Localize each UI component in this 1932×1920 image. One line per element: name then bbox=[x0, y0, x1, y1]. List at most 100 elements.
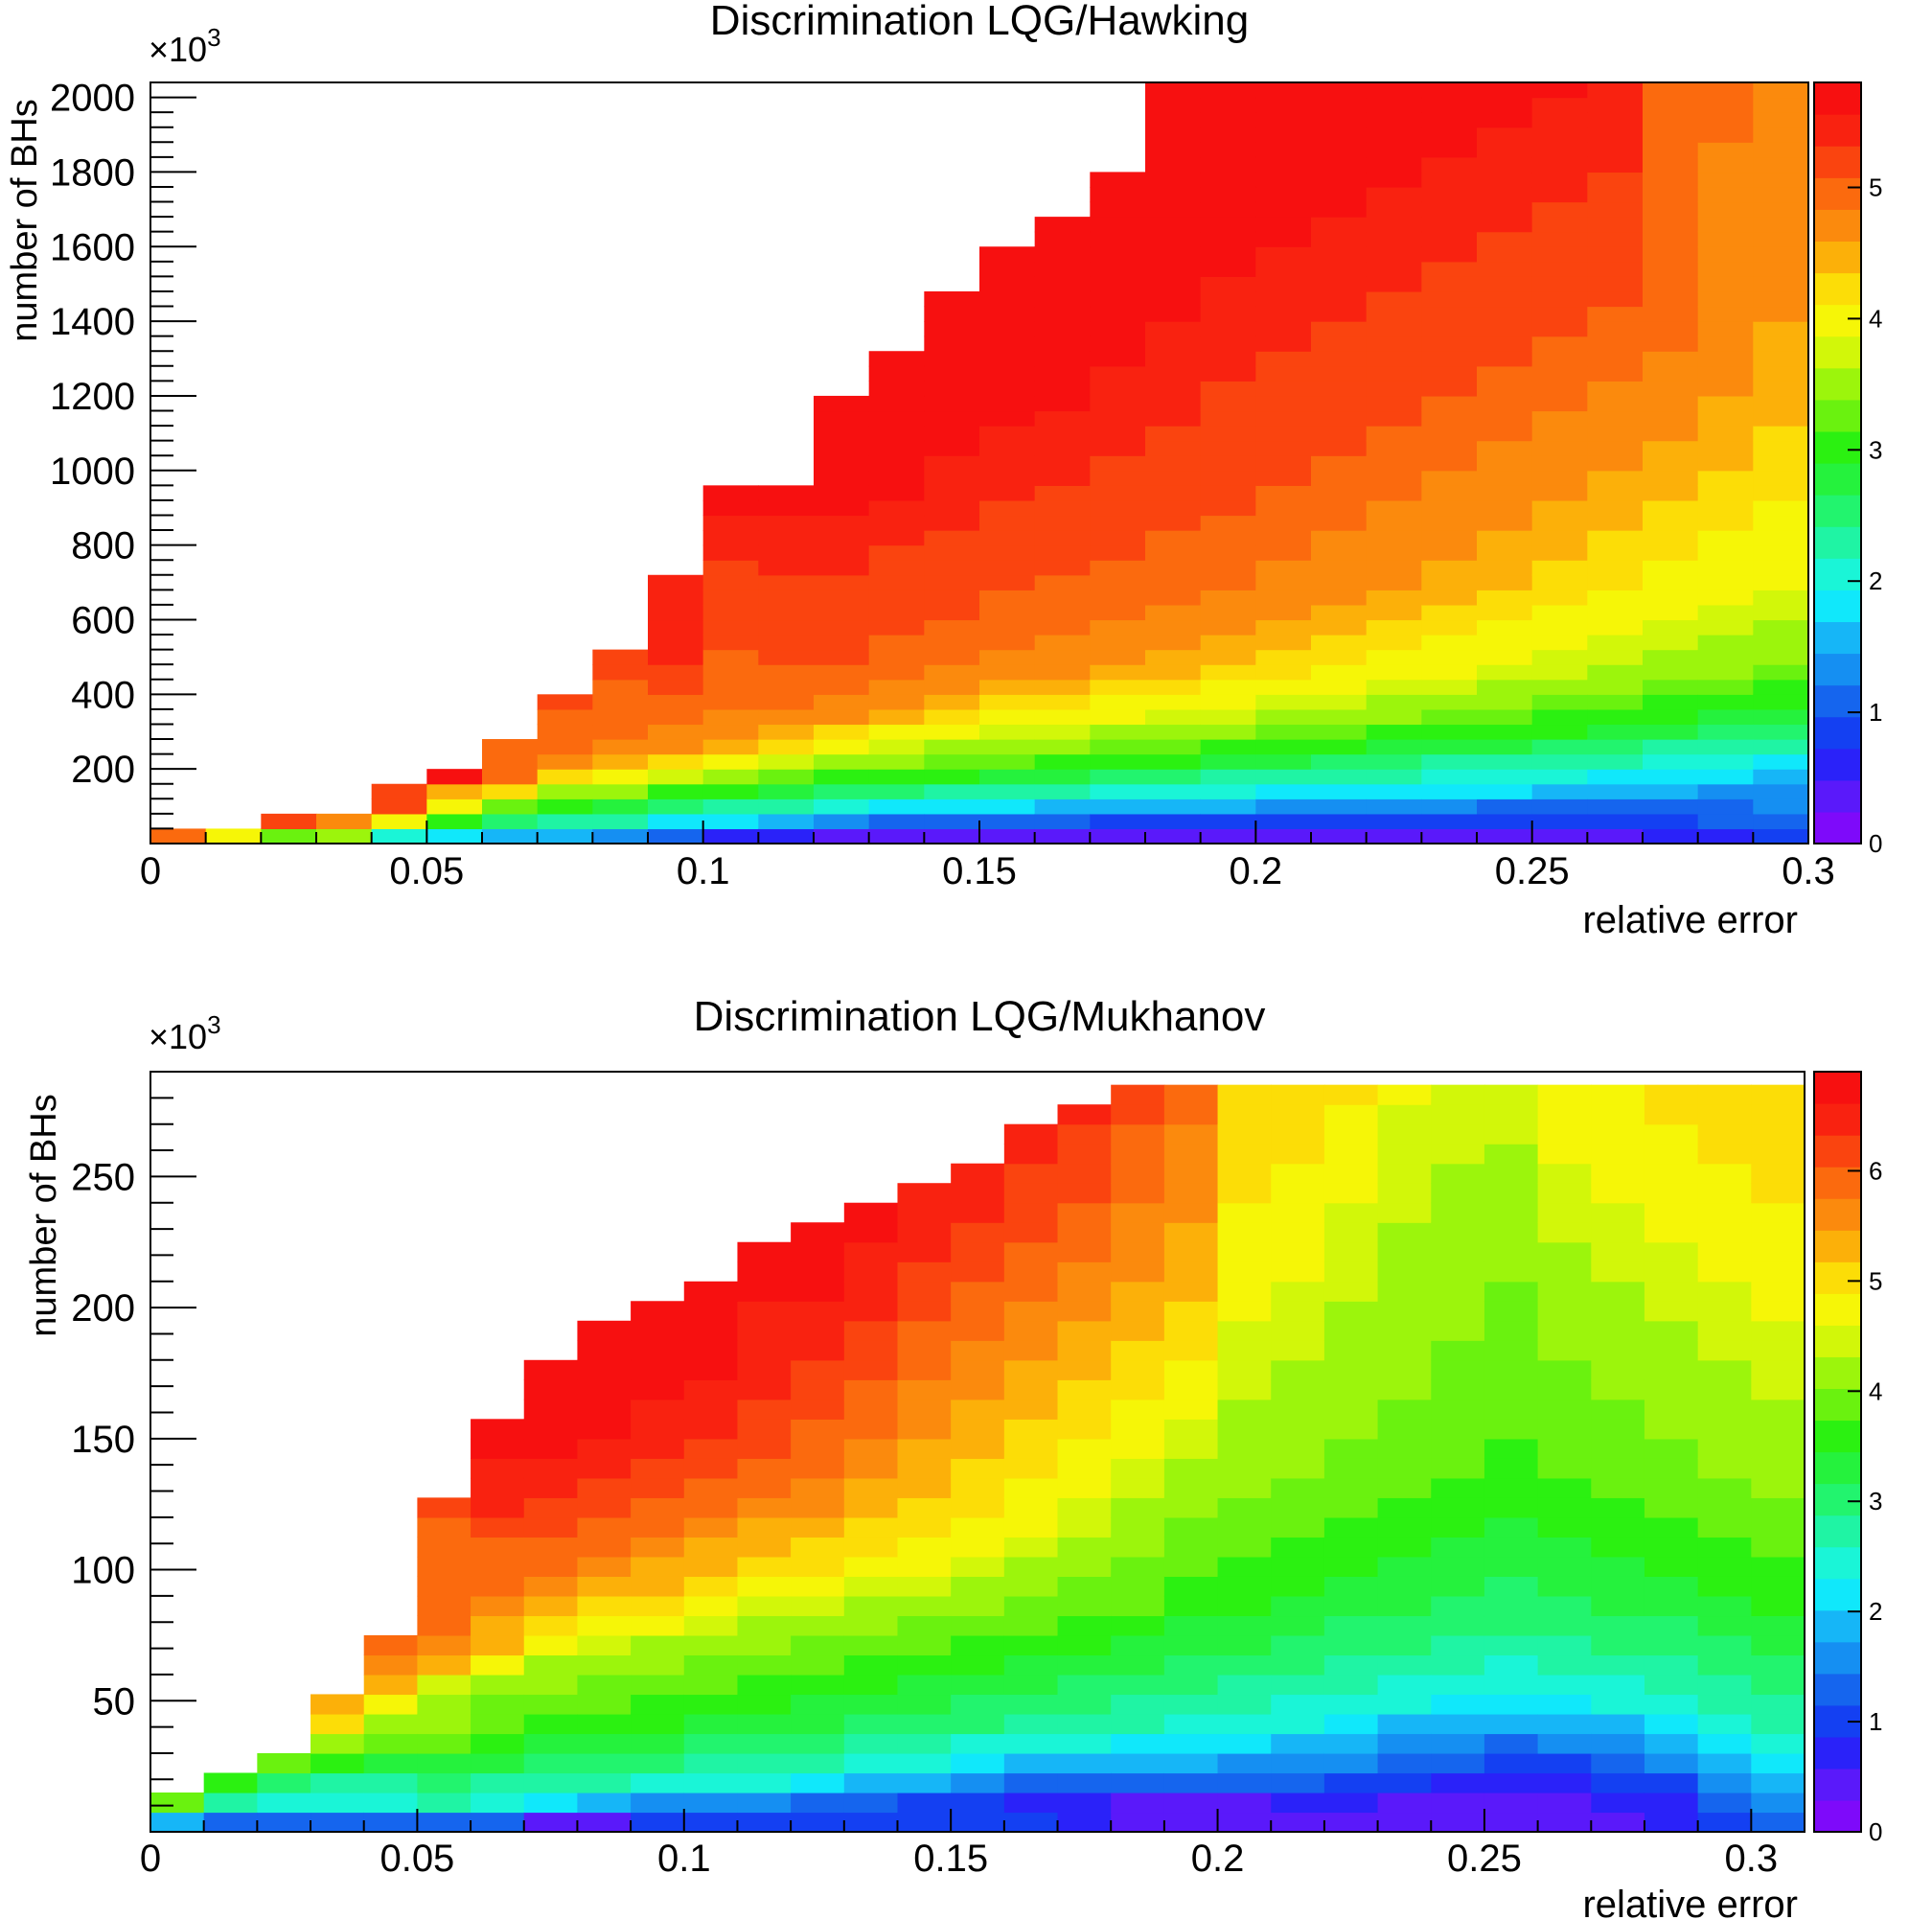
heatmap-cell bbox=[1697, 1812, 1752, 1833]
heatmap-cell bbox=[1311, 112, 1368, 128]
heatmap-cell bbox=[1200, 142, 1256, 158]
heatmap-cell bbox=[1163, 1634, 1219, 1656]
heatmap-cell bbox=[1255, 231, 1312, 247]
heatmap-cell bbox=[1421, 97, 1478, 113]
heatmap-cell bbox=[951, 1241, 1005, 1262]
heatmap-cell bbox=[1477, 276, 1533, 292]
heatmap-cell bbox=[1697, 1399, 1752, 1420]
heatmap-cell bbox=[1697, 381, 1754, 397]
heatmap-cell bbox=[1366, 276, 1422, 292]
heatmap-cell bbox=[1587, 724, 1644, 740]
heatmap-cell bbox=[1366, 753, 1422, 770]
heatmap-cell bbox=[1366, 290, 1422, 308]
heatmap-cell bbox=[702, 783, 759, 799]
heatmap-cell bbox=[924, 335, 980, 352]
heatmap-cell bbox=[1587, 335, 1644, 352]
heatmap-cell bbox=[951, 1202, 1005, 1223]
heatmap-cell bbox=[1255, 455, 1312, 472]
heatmap-cell bbox=[1697, 708, 1754, 726]
heatmap-cell bbox=[979, 604, 1036, 621]
heatmap-cell bbox=[1697, 1595, 1752, 1617]
heatmap-cell bbox=[1697, 485, 1754, 501]
heatmap-cell bbox=[1200, 395, 1256, 412]
heatmap-cell bbox=[702, 769, 759, 785]
heatmap-cell bbox=[1145, 560, 1202, 576]
heatmap-cell bbox=[1591, 1595, 1645, 1617]
heatmap-cell bbox=[1057, 1694, 1112, 1715]
heatmap-cell bbox=[1163, 1222, 1219, 1243]
heatmap-cell bbox=[951, 1477, 1005, 1498]
heatmap-cell bbox=[979, 335, 1036, 352]
heatmap-cell bbox=[631, 1359, 685, 1380]
heatmap-cell bbox=[979, 828, 1036, 844]
heatmap-cell bbox=[1366, 365, 1422, 382]
heatmap-cell bbox=[1751, 1419, 1806, 1440]
heatmap-cell bbox=[1591, 1202, 1645, 1223]
heatmap-cell bbox=[471, 1674, 525, 1696]
heatmap-cell bbox=[1537, 1733, 1592, 1754]
heatmap-cell bbox=[814, 560, 870, 576]
heatmap-cell bbox=[1587, 574, 1644, 590]
heatmap-cell bbox=[737, 1477, 792, 1498]
heatmap-cell bbox=[702, 515, 759, 531]
heatmap-cell bbox=[1311, 426, 1368, 442]
heatmap-cell bbox=[1145, 201, 1202, 218]
heatmap-cell bbox=[924, 635, 980, 651]
heatmap-cell bbox=[1090, 231, 1146, 247]
heatmap-cell bbox=[1643, 186, 1699, 203]
heatmap-cell bbox=[1003, 1537, 1059, 1558]
heatmap-cell bbox=[1057, 1772, 1112, 1793]
heatmap-cell bbox=[1484, 1674, 1539, 1696]
heatmap-cell bbox=[1591, 1399, 1645, 1420]
heatmap-cell bbox=[1217, 1123, 1272, 1145]
heatmap-cell bbox=[843, 1674, 899, 1696]
heatmap-cell bbox=[1697, 127, 1754, 143]
heatmap-cell bbox=[1643, 724, 1699, 740]
heatmap-cell bbox=[1311, 261, 1368, 277]
heatmap-cell bbox=[1537, 1634, 1592, 1656]
heatmap-cell bbox=[1591, 1556, 1645, 1577]
heatmap-cell bbox=[924, 708, 980, 726]
heatmap-cell bbox=[897, 1733, 952, 1754]
heatmap-cell bbox=[1311, 769, 1368, 785]
heatmap-cell bbox=[1090, 499, 1146, 517]
heatmap-cell bbox=[1377, 1399, 1432, 1420]
heatmap-cell bbox=[1255, 470, 1312, 486]
heatmap-cell bbox=[843, 1419, 899, 1440]
heatmap-cell bbox=[1531, 381, 1588, 397]
heatmap-cell bbox=[417, 1752, 472, 1774]
heatmap-cell bbox=[1753, 290, 1809, 308]
heatmap-cell bbox=[1090, 530, 1146, 546]
heatmap-cell bbox=[683, 1477, 739, 1498]
heatmap-cell bbox=[1057, 1222, 1112, 1243]
color-bar-band bbox=[1814, 1799, 1861, 1833]
heatmap-cell bbox=[371, 783, 427, 799]
heatmap-cell bbox=[758, 544, 815, 561]
heatmap-cell bbox=[1537, 1438, 1592, 1459]
heatmap-cell bbox=[1751, 1537, 1806, 1558]
color-bar-band bbox=[1814, 304, 1861, 337]
heatmap-cell bbox=[924, 426, 980, 442]
heatmap-cell bbox=[979, 395, 1036, 412]
heatmap-cell bbox=[1217, 1281, 1272, 1302]
heatmap-cell bbox=[1163, 1615, 1219, 1636]
heatmap-cell bbox=[1484, 1772, 1539, 1793]
multiplier-base: ×10 bbox=[149, 1017, 207, 1056]
heatmap-cell bbox=[1537, 1772, 1592, 1793]
heatmap-cell bbox=[1311, 306, 1368, 322]
heatmap-cell bbox=[1003, 1359, 1059, 1380]
heatmap-cell bbox=[1697, 365, 1754, 382]
heatmap-cell bbox=[1531, 142, 1588, 158]
heatmap-cell bbox=[1311, 649, 1368, 665]
heatmap-cell bbox=[1587, 694, 1644, 710]
heatmap-cell bbox=[1421, 201, 1478, 218]
heatmap-cell bbox=[1537, 1241, 1592, 1262]
heatmap-cell bbox=[1477, 635, 1533, 651]
heatmap-cell bbox=[1366, 813, 1422, 830]
heatmap-cell bbox=[843, 1595, 899, 1617]
heatmap-cell bbox=[1145, 813, 1202, 830]
heatmap-cell bbox=[417, 1634, 472, 1656]
heatmap-cell bbox=[1255, 635, 1312, 651]
heatmap-cell bbox=[1484, 1183, 1539, 1204]
color-bar-tick-label: 3 bbox=[1869, 435, 1882, 464]
